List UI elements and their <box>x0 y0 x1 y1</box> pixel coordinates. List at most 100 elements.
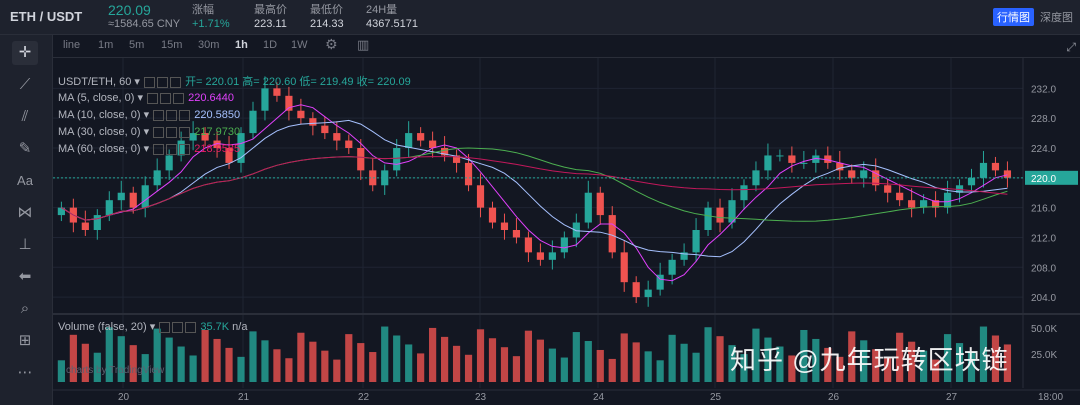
volume-bar <box>1003 344 1012 382</box>
pattern-icon[interactable]: ⋈ <box>17 204 33 221</box>
settings-gear-icon[interactable]: ⚙ <box>325 36 338 52</box>
candle <box>117 192 125 201</box>
fib-icon[interactable]: ⫽ <box>21 108 29 125</box>
tf-1h[interactable]: 1h <box>235 39 248 51</box>
candle <box>488 207 497 223</box>
candle <box>872 170 880 186</box>
volume-bar <box>991 335 1000 382</box>
candle <box>165 155 173 171</box>
volume-bar <box>848 331 856 382</box>
candle <box>908 200 916 208</box>
volume-bar <box>692 352 700 382</box>
candle <box>632 282 640 298</box>
legend-box-icon[interactable] <box>144 76 155 88</box>
volume-bar <box>764 337 772 382</box>
tf-1d[interactable]: 1D <box>263 39 278 51</box>
candle <box>177 140 185 156</box>
volume-bar <box>345 334 353 382</box>
candle <box>1003 170 1012 178</box>
volume-value: 35.7K <box>200 321 230 333</box>
drawing-toolbar: ✛ ⟋ ⫽ ✎ Aa ⋈ ⊥ ⬅ ⌕ ⊞ ⋯ <box>0 35 53 405</box>
stat-high: 最高价 223.11 <box>254 4 287 30</box>
current-price-label: 220.0 <box>1031 174 1056 185</box>
candle <box>668 259 676 275</box>
y-tick-label: 224.0 <box>1031 144 1056 155</box>
volume-bar <box>105 327 113 382</box>
legend-ma60: MA (60, close, 0) ▾ 218.9585 <box>58 143 241 155</box>
volume-bar <box>213 338 221 382</box>
legend-box-icon[interactable] <box>170 76 181 88</box>
arrow-icon[interactable]: ⬅ <box>18 268 32 285</box>
volume-bar <box>920 350 928 382</box>
x-tick-label: 22 <box>358 392 370 403</box>
tf-1w[interactable]: 1W <box>291 39 308 51</box>
text-icon[interactable]: Aa <box>17 173 33 188</box>
last-price: 220.09 <box>108 2 151 18</box>
legend-symbol-label[interactable]: USDT/ETH, 60 <box>58 76 132 88</box>
legend-ma10: MA (10, close, 0) ▾ 220.5850 <box>58 109 241 121</box>
volume-bar <box>177 346 185 382</box>
volume-bar <box>381 326 389 382</box>
pair-title[interactable]: ETH / USDT <box>10 9 83 24</box>
volume-bar <box>680 343 688 382</box>
volume-bar <box>285 358 293 382</box>
y-tick-label: 208.0 <box>1031 263 1056 274</box>
brush-icon[interactable]: ✎ <box>18 140 32 157</box>
fullscreen-icon[interactable]: ⤢ <box>1066 40 1076 54</box>
measure-icon[interactable]: ⊥ <box>18 236 32 253</box>
y-tick-label: 216.0 <box>1031 204 1056 215</box>
tf-5m[interactable]: 5m <box>129 39 145 51</box>
candle <box>141 185 149 208</box>
candle <box>512 230 521 238</box>
header-bar: ETH / USDT 220.09 ≈1584.65 CNY 涨幅 +1.71% … <box>0 0 1080 35</box>
candle <box>584 192 592 223</box>
x-tick-label: 18:00 <box>1038 392 1063 403</box>
price-chart[interactable]: 232.0 228.0 224.0 220.0 216.0 212.0 208.0 204.0… <box>53 58 1080 405</box>
view-chart-button[interactable]: 行情图 <box>993 8 1034 26</box>
volume-bar <box>417 353 425 382</box>
indicators-icon[interactable]: ▥ <box>357 37 370 52</box>
x-tick-label: 25 <box>710 392 722 403</box>
candle <box>381 170 389 186</box>
candle <box>297 110 305 119</box>
legend-box-icon[interactable] <box>157 76 168 88</box>
candle <box>93 215 101 230</box>
candle <box>273 88 281 96</box>
candle <box>979 162 988 178</box>
volume-bar <box>141 354 149 382</box>
volume-bar <box>405 344 413 382</box>
candle <box>536 252 544 260</box>
volume-bar <box>429 327 437 382</box>
volume-bar <box>656 360 664 382</box>
volume-bar <box>943 334 952 382</box>
candle <box>836 162 844 171</box>
candle <box>848 170 856 178</box>
vol-tick-label: 25.0K <box>1031 350 1057 361</box>
ruler-icon[interactable]: ⊞ <box>18 332 32 349</box>
y-tick-label: 204.0 <box>1031 293 1056 304</box>
volume-bar <box>836 356 844 382</box>
volume-bar <box>81 343 89 382</box>
candle <box>369 170 377 186</box>
tf-1m[interactable]: 1m <box>98 39 114 51</box>
candle <box>201 133 209 141</box>
tf-15m[interactable]: 15m <box>161 39 183 51</box>
ma10-value: 220.5850 <box>194 109 241 121</box>
trendline-icon[interactable]: ⟋ <box>19 76 31 93</box>
tf-line[interactable]: line <box>63 39 81 51</box>
tf-30m[interactable]: 30m <box>198 39 220 51</box>
zoom-icon[interactable]: ⌕ <box>20 300 30 317</box>
crosshair-icon[interactable]: ✛ <box>12 41 38 65</box>
volume-bar <box>500 347 509 382</box>
candle <box>452 155 461 163</box>
volume-bar <box>536 339 544 382</box>
volume-bar <box>800 329 808 382</box>
candle <box>920 200 928 208</box>
candle <box>764 155 772 171</box>
candle <box>429 140 437 148</box>
view-depth-button[interactable]: 深度图 <box>1040 12 1073 24</box>
volume-bar <box>967 352 976 382</box>
more-icon[interactable]: ⋯ <box>17 364 33 381</box>
volume-bar <box>464 354 473 382</box>
y-tick-label: 232.0 <box>1031 84 1056 95</box>
